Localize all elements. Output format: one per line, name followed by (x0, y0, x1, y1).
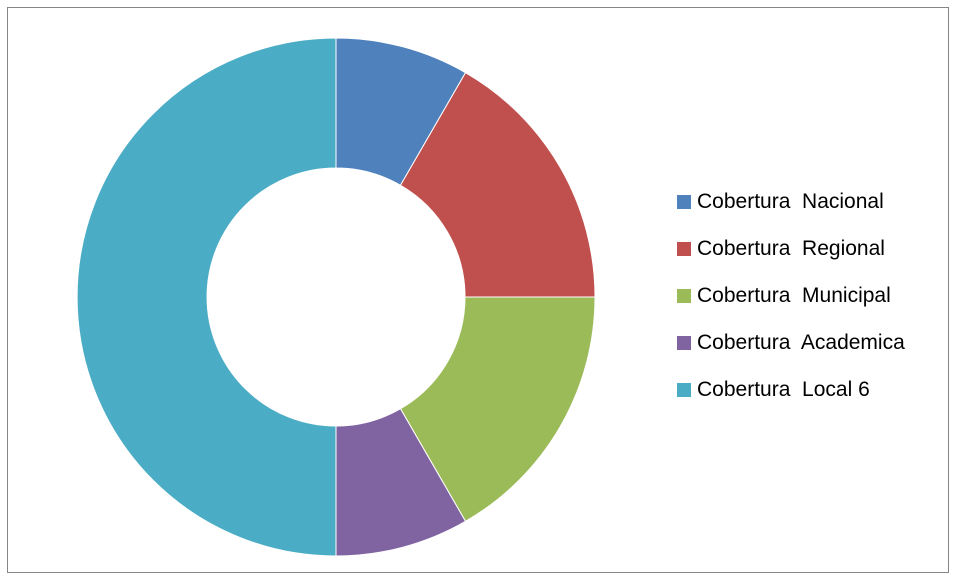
legend-swatch (677, 383, 691, 397)
legend-label: Cobertura Local 6 (697, 378, 870, 401)
legend-swatch (677, 289, 691, 303)
legend-label: Cobertura Academica (697, 331, 905, 354)
legend-label: Cobertura Municipal (697, 284, 891, 307)
legend-swatch (677, 195, 691, 209)
legend-swatch (677, 242, 691, 256)
legend-entry: Cobertura Municipal (677, 281, 905, 311)
legend-entry: Cobertura Academica (677, 328, 905, 358)
legend-entry: Cobertura Regional (677, 234, 905, 264)
legend-label: Cobertura Nacional (697, 190, 884, 213)
slice-cobertura-municipal (399, 296, 596, 522)
doughnut-slices (76, 37, 596, 557)
legend-entry: Cobertura Local 6 (677, 375, 905, 405)
chart-legend: Cobertura Nacional Cobertura Regional Cobe… (677, 187, 905, 422)
legend-label: Cobertura Regional (697, 237, 885, 260)
legend-entry: Cobertura Nacional (677, 187, 905, 217)
legend-swatch (677, 336, 691, 350)
slice-cobertura-regional (399, 72, 596, 298)
slice-cobertura-local-6 (76, 37, 337, 557)
